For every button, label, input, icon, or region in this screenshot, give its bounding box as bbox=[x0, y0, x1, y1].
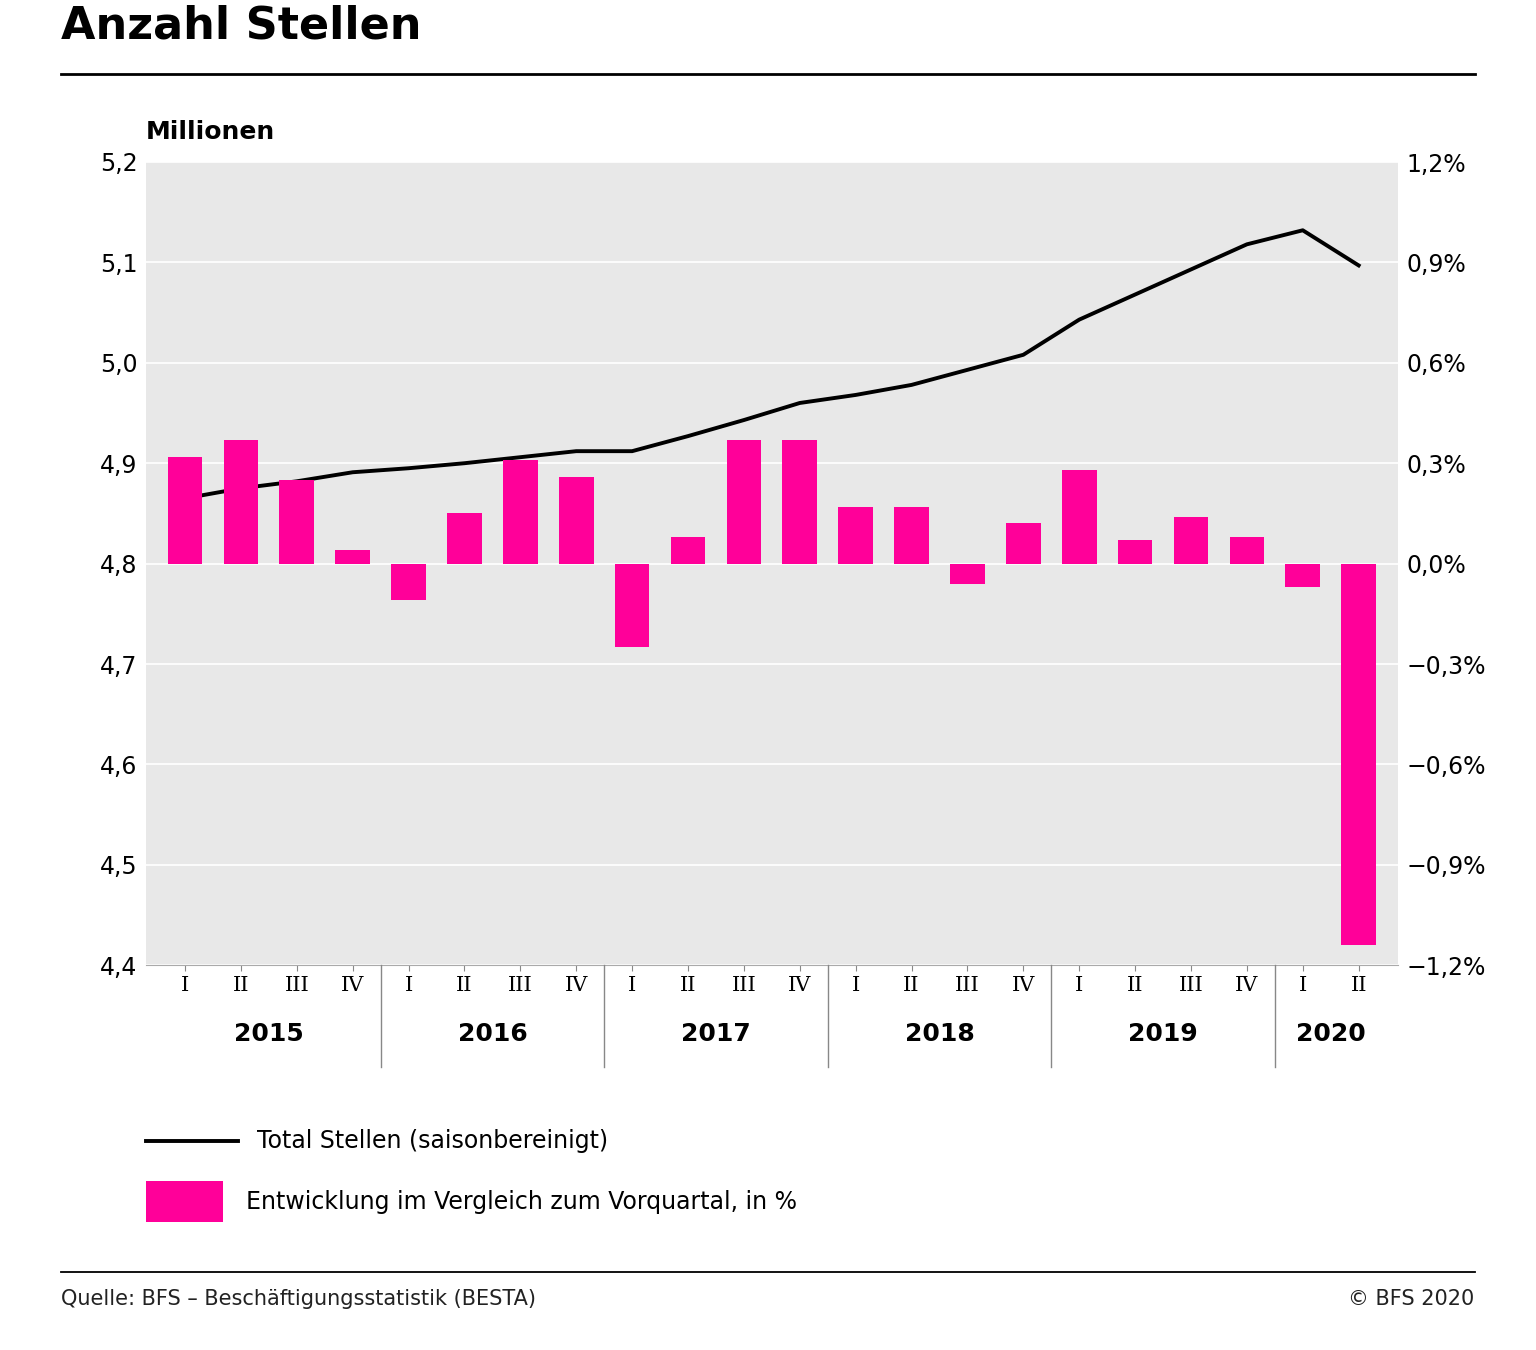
Bar bbox=[951, 564, 985, 583]
Bar bbox=[1286, 564, 1319, 587]
Text: 2019: 2019 bbox=[1127, 1022, 1198, 1046]
Text: 2016: 2016 bbox=[458, 1022, 527, 1046]
Text: 2015: 2015 bbox=[233, 1022, 304, 1046]
Bar bbox=[1174, 517, 1209, 564]
Bar bbox=[559, 477, 593, 564]
Text: Anzahl Stellen: Anzahl Stellen bbox=[61, 4, 422, 47]
Bar bbox=[280, 481, 315, 564]
Text: Total Stellen (saisonbereinigt): Total Stellen (saisonbereinigt) bbox=[257, 1129, 608, 1153]
Bar bbox=[671, 537, 705, 564]
Text: Millionen: Millionen bbox=[146, 120, 275, 144]
Bar bbox=[502, 460, 538, 564]
Bar bbox=[1006, 524, 1041, 564]
Bar bbox=[1341, 564, 1376, 945]
Bar bbox=[614, 564, 650, 647]
Text: Entwicklung im Vergleich zum Vorquartal, in %: Entwicklung im Vergleich zum Vorquartal,… bbox=[246, 1189, 797, 1214]
Bar bbox=[335, 551, 370, 564]
Bar bbox=[839, 506, 872, 564]
Text: 2017: 2017 bbox=[680, 1022, 751, 1046]
Bar bbox=[1229, 537, 1264, 564]
Text: Quelle: BFS – Beschäftigungsstatistik (BESTA): Quelle: BFS – Beschäftigungsstatistik (B… bbox=[61, 1289, 536, 1310]
Bar bbox=[1061, 470, 1097, 564]
Bar bbox=[1118, 540, 1152, 564]
Bar bbox=[392, 564, 425, 601]
Bar bbox=[782, 440, 817, 564]
Text: © BFS 2020: © BFS 2020 bbox=[1349, 1289, 1475, 1310]
Text: 2020: 2020 bbox=[1296, 1022, 1366, 1046]
Text: 2018: 2018 bbox=[905, 1022, 974, 1046]
Bar bbox=[224, 440, 258, 564]
Bar bbox=[727, 440, 762, 564]
Bar bbox=[894, 506, 929, 564]
Bar bbox=[167, 456, 203, 564]
Bar bbox=[447, 513, 482, 564]
